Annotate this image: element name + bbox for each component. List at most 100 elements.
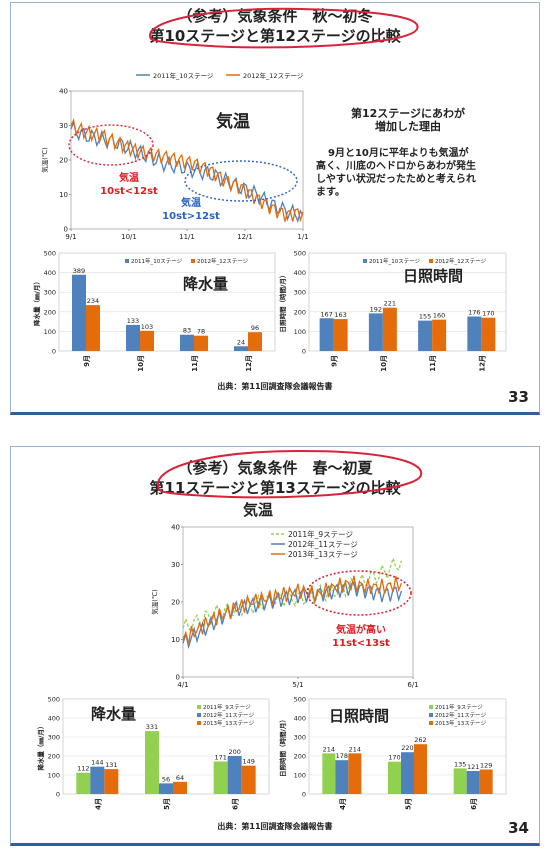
x-tick-label: 6月 — [232, 798, 240, 810]
data-label: 214 — [323, 745, 335, 753]
y-tick-label: 0 — [52, 348, 56, 356]
bar — [159, 783, 173, 794]
bar — [145, 731, 159, 794]
note-heading-line1: 第12ステージにあわが — [350, 107, 466, 120]
x-tick-label: 4月 — [94, 798, 102, 810]
data-label: 121 — [467, 763, 479, 771]
bar — [333, 319, 348, 351]
y-tick-label: 30 — [171, 561, 180, 569]
y-tick-label: 300 — [294, 289, 306, 297]
y-axis-label: 日照時間（時間/月） — [279, 716, 287, 777]
x-tick-label: 12/1 — [237, 233, 253, 241]
y-axis-label: 気温(℃) — [41, 147, 49, 172]
data-label: 234 — [87, 297, 99, 305]
y-tick-label: 0 — [302, 791, 306, 799]
y-tick-label: 400 — [294, 269, 306, 277]
bar — [319, 318, 334, 351]
legend-label: 2013年_13ステージ — [203, 719, 255, 727]
y-tick-label: 400 — [48, 715, 60, 723]
bar — [234, 346, 248, 351]
note-heading-line2: 増加した理由 — [375, 120, 441, 133]
data-label: 112 — [77, 765, 89, 773]
sun-big-label: 日照時間 — [403, 267, 464, 285]
bar — [322, 753, 336, 794]
data-label: 56 — [162, 775, 170, 783]
legend-label: 2011年_10ステージ — [131, 257, 183, 265]
x-tick-label: 9/1 — [65, 233, 76, 241]
annotation-warm-compare: 11st<13st — [332, 638, 390, 649]
y-tick-label: 300 — [48, 734, 60, 742]
data-label: 220 — [401, 744, 413, 752]
bar — [479, 769, 493, 794]
y-tick-label: 200 — [294, 308, 306, 316]
legend-label: 2011年_9ステージ — [435, 703, 483, 711]
bar — [86, 305, 100, 351]
x-tick-label: 4/1 — [177, 681, 188, 689]
data-label: 170 — [482, 310, 494, 318]
y-tick-label: 200 — [48, 753, 60, 761]
bar — [213, 761, 228, 794]
legend-swatch — [429, 259, 433, 263]
data-label: 103 — [141, 323, 153, 331]
x-tick-label: 1/1 — [297, 233, 308, 241]
y-tick-label: 40 — [59, 88, 68, 96]
data-label: 170 — [388, 754, 400, 762]
bar — [194, 335, 208, 351]
highlight-circle-red — [68, 124, 154, 166]
legend-label: 2012年_11ステージ — [203, 711, 255, 719]
y-tick-label: 200 — [294, 753, 306, 761]
rain-big-label: 降水量 — [183, 275, 229, 293]
data-label: 200 — [228, 748, 240, 756]
bar — [140, 330, 154, 351]
data-label: 129 — [480, 761, 492, 769]
bar — [368, 313, 383, 351]
legend-label: 2012年_11ステージ — [435, 711, 487, 719]
sun-big-label: 日照時間 — [329, 707, 390, 725]
data-label: 262 — [414, 736, 426, 744]
data-label: 176 — [468, 309, 480, 317]
x-tick-label: 10月 — [380, 355, 388, 372]
legend-swatch — [197, 713, 201, 717]
data-label: 135 — [454, 760, 466, 768]
y-tick-label: 20 — [171, 599, 180, 607]
bar — [227, 756, 242, 794]
annotation-warm: 気温 — [118, 171, 139, 184]
y-tick-label: 20 — [59, 157, 68, 165]
annotation-cool: 気温 — [180, 196, 201, 209]
x-tick-label: 6/1 — [407, 681, 418, 689]
temp-big-label: 気温 — [243, 501, 274, 519]
x-tick-label: 12月 — [478, 355, 486, 372]
bar — [348, 753, 362, 794]
bar — [248, 332, 262, 351]
data-label: 163 — [334, 311, 346, 319]
x-tick-label: 10/1 — [121, 233, 137, 241]
x-tick-label: 5月 — [163, 798, 171, 810]
y-tick-label: 0 — [64, 226, 68, 234]
note-body-line1: 9月と10月に平年よりも気温が — [328, 148, 469, 159]
y-tick-label: 400 — [294, 715, 306, 723]
x-tick-label: 11/1 — [179, 233, 195, 241]
series-line — [70, 118, 304, 223]
legend-label: 2012年_12ステージ — [197, 257, 249, 265]
y-tick-label: 0 — [302, 348, 306, 356]
source-note: 出典：第11回調査隊会議報告書 — [217, 382, 333, 391]
data-label: 155 — [419, 313, 431, 321]
bar — [467, 316, 482, 351]
sunshine-bar-chart: 0 100 200 300 400 500 日照時間（時間/月） 167 163 9月 192221… — [279, 250, 507, 372]
legend-swatch — [125, 259, 129, 263]
data-label: 171 — [214, 754, 226, 762]
legend-label: 2012年_12ステージ — [243, 71, 304, 80]
legend-swatch — [197, 721, 201, 725]
y-tick-label: 500 — [48, 696, 60, 704]
legend-swatch — [363, 259, 367, 263]
data-label: 144 — [91, 759, 103, 767]
data-label: 214 — [349, 745, 361, 753]
y-axis-label: 降水量（㎜/月） — [37, 723, 45, 771]
x-tick-label: 5月 — [405, 798, 413, 810]
note-body-line3: しやすい状況だったためと考えられ — [316, 174, 476, 185]
note-body-line4: ます。 — [316, 187, 345, 198]
data-label: 160 — [433, 312, 445, 320]
x-tick-label: 12月 — [245, 355, 253, 372]
legend-swatch — [191, 259, 195, 263]
